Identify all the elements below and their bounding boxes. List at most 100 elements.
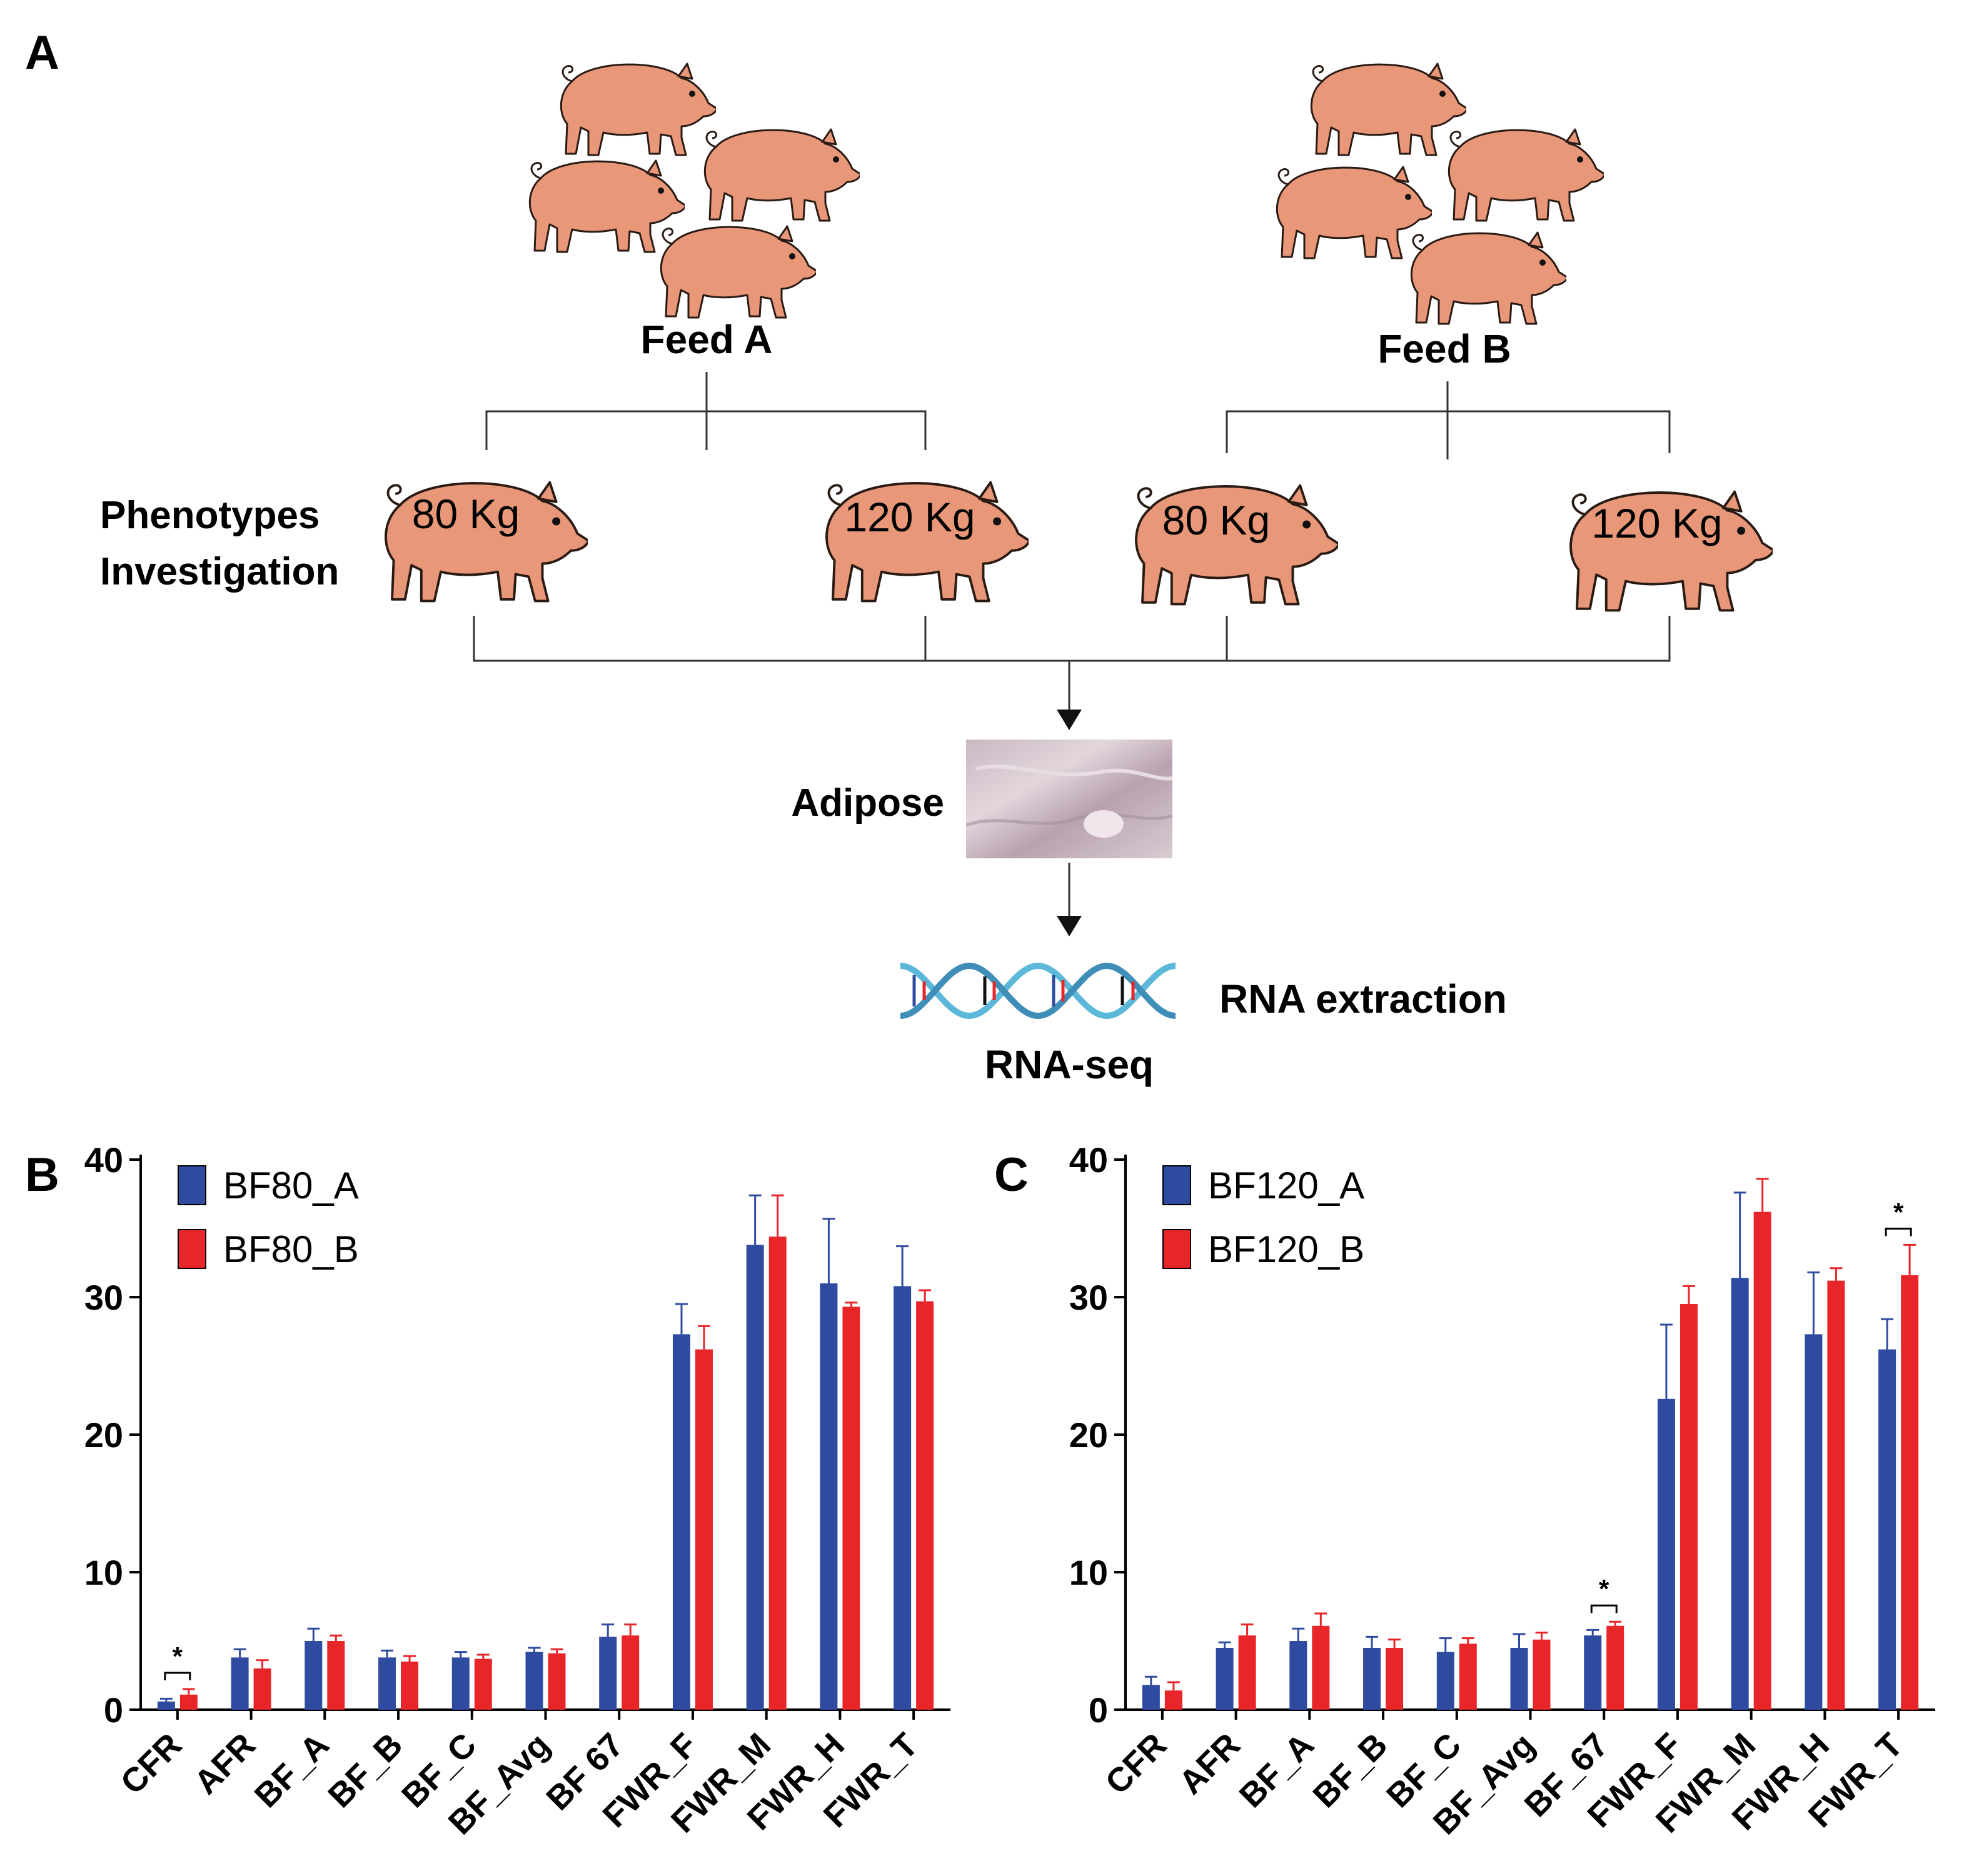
bar: [253, 1668, 271, 1710]
x-tick-label: BF_B: [1306, 1726, 1394, 1815]
pig-weight-label: 120 Kg: [1591, 500, 1722, 546]
pig-icon: [1276, 166, 1432, 259]
legend-swatch: [178, 1165, 206, 1205]
bar: [1312, 1625, 1330, 1710]
pig-icon: [1310, 63, 1466, 156]
weight-pig-a80: 80 Kg: [385, 481, 588, 603]
y-tick-label: 20: [84, 1415, 123, 1455]
pig-group-feed-a: [528, 63, 860, 319]
x-tick-label: BF_B: [321, 1726, 410, 1815]
significance-bracket: [1590, 1604, 1618, 1613]
y-tick-label: 30: [1069, 1278, 1108, 1317]
bar: [1510, 1648, 1528, 1710]
bar: [1827, 1280, 1845, 1710]
x-tick-label: CFR: [1098, 1726, 1174, 1802]
bar: [1901, 1275, 1919, 1710]
x-tick-label: BF_A: [248, 1726, 336, 1815]
rna-seq-label: RNA-seq: [985, 1042, 1154, 1087]
flow-arrows: [1057, 710, 1082, 936]
pig-icon: [660, 225, 816, 319]
pig-icon: [1410, 231, 1566, 325]
weight-pig-a120: 120 Kg: [825, 481, 1029, 603]
legend-label: BF80_B: [223, 1228, 359, 1270]
feed-b-label: Feed B: [1377, 326, 1511, 371]
pig-weight-label: 80 Kg: [412, 491, 520, 537]
bar: [305, 1641, 323, 1710]
bar: [1657, 1398, 1675, 1710]
legend-label: BF120_B: [1208, 1228, 1364, 1270]
bar: [401, 1662, 419, 1710]
pig-icon: [703, 128, 860, 222]
bar: [746, 1245, 764, 1710]
x-tick-label: BF_A: [1232, 1726, 1321, 1815]
y-tick-label: 10: [1069, 1553, 1108, 1592]
chart-c: 010203040CFRAFRBF_ABF_BBF_CBF_AvgBF_67FW…: [1069, 1140, 1935, 1842]
bar: [231, 1657, 249, 1710]
bar: [1878, 1349, 1896, 1710]
bar: [1753, 1211, 1771, 1710]
bar: [1216, 1648, 1234, 1710]
bar: [327, 1641, 345, 1710]
legend-swatch: [178, 1229, 206, 1269]
arrow-down-icon: [1057, 710, 1082, 730]
bar: [157, 1701, 175, 1710]
bar: [525, 1652, 543, 1710]
bar: [1533, 1639, 1551, 1710]
bar: [672, 1334, 690, 1710]
rna-extraction-label: RNA extraction: [1219, 976, 1507, 1021]
y-tick-label: 0: [1089, 1690, 1108, 1730]
dna-helix-icon: [900, 962, 1176, 1020]
panel-c: C 010203040CFRAFRBF_ABF_BBF_CBF_AvgBF_67…: [994, 1140, 1935, 1842]
panel-a: A Feed A Feed B: [25, 26, 1773, 1087]
pig-icon: [560, 63, 716, 156]
x-tick-label: CFR: [113, 1726, 189, 1802]
legend-swatch: [1162, 1229, 1191, 1269]
bar: [1289, 1641, 1307, 1710]
adipose-label: Adipose: [791, 781, 944, 825]
pig-weight-label: 120 Kg: [844, 494, 975, 540]
significance-star: *: [173, 1642, 183, 1671]
legend-swatch: [1162, 1165, 1191, 1205]
weight-pig-b80: 80 Kg: [1135, 484, 1338, 606]
bar: [1731, 1278, 1749, 1710]
panel-c-label: C: [994, 1148, 1029, 1201]
significance-star: *: [1893, 1197, 1904, 1226]
bar: [1805, 1334, 1823, 1710]
pig-icon: [528, 159, 685, 253]
bar: [768, 1236, 787, 1710]
bar: [1459, 1643, 1477, 1710]
bar: [1238, 1635, 1256, 1710]
panel-b-label: B: [25, 1148, 59, 1201]
legend-label: BF80_A: [223, 1165, 359, 1206]
bar: [1679, 1304, 1698, 1710]
bar: [378, 1657, 396, 1710]
weight-pig-b120: 120 Kg: [1569, 490, 1773, 612]
bar: [622, 1635, 640, 1710]
bar: [1363, 1648, 1381, 1710]
investigation-label: Investigation: [100, 550, 339, 593]
bar: [599, 1637, 617, 1710]
significance-star: *: [1599, 1574, 1609, 1603]
pig-weight-label: 80 Kg: [1162, 497, 1270, 543]
y-tick-label: 40: [84, 1140, 123, 1180]
bar: [894, 1286, 912, 1710]
bar: [548, 1653, 566, 1710]
bar: [1436, 1652, 1454, 1710]
significance-bracket: [1885, 1227, 1912, 1236]
bar: [916, 1301, 934, 1710]
arrow-down-icon: [1057, 916, 1082, 936]
bar: [820, 1283, 838, 1710]
y-tick-label: 0: [104, 1690, 123, 1730]
phenotypes-label: Phenotypes: [100, 494, 320, 537]
y-tick-label: 10: [84, 1553, 123, 1592]
bar: [1584, 1635, 1602, 1710]
pig-icon: [1448, 128, 1604, 222]
y-tick-label: 30: [84, 1278, 123, 1317]
bar: [1164, 1690, 1182, 1710]
bar: [695, 1349, 713, 1710]
feed-a-label: Feed A: [641, 317, 773, 362]
tree-connectors: [473, 372, 1671, 919]
